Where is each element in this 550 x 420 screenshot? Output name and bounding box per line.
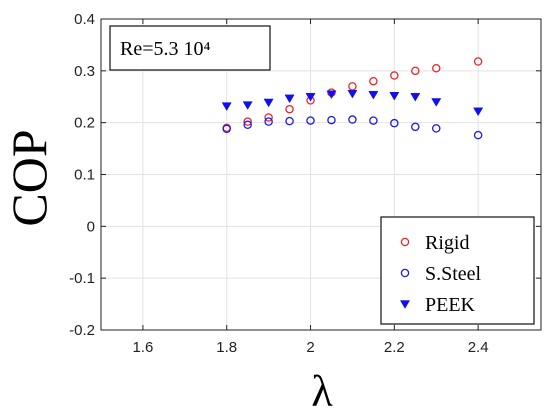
legend: Rigid S.Steel PEEK <box>380 216 535 325</box>
rigid-point <box>369 76 378 86</box>
peek-point <box>347 89 358 99</box>
s-steel-point <box>264 117 273 126</box>
s-steel-point <box>390 118 399 128</box>
legend-rigid-marker <box>400 237 410 247</box>
x-tick-label: 1.6 <box>132 339 153 356</box>
s-steel-point <box>473 130 483 140</box>
annotation-box: Re=5.3 10⁴ <box>109 25 271 71</box>
axis-ticks: 1.6 1.8 2 2.2 2.4 -0.2 -0.1 0 0.1 0.2 0.3 0.4 <box>69 11 541 356</box>
peek-point <box>389 92 400 101</box>
s-steel-point <box>348 115 357 124</box>
s-steel-point <box>306 116 315 125</box>
rigid-point <box>431 63 441 73</box>
peek-point <box>473 107 484 117</box>
peek-point <box>431 98 442 107</box>
peek-point <box>305 93 316 102</box>
y-tick-label: 0.2 <box>74 115 95 132</box>
rigid-point <box>243 117 252 126</box>
peek-point <box>368 90 379 100</box>
y-tick-label: 0.4 <box>74 11 95 28</box>
rigid-point <box>411 66 420 76</box>
peek-point <box>410 93 421 102</box>
peek-point <box>284 94 295 104</box>
y-tick-label: 0 <box>87 218 95 235</box>
peek-point <box>221 102 232 111</box>
rigid-point <box>285 104 294 114</box>
s-steel-point <box>222 124 231 134</box>
data-points <box>221 57 484 140</box>
s-steel-point <box>411 122 420 132</box>
s-steel-point <box>431 124 441 133</box>
peek-point <box>263 98 274 108</box>
y-tick-label: 0.3 <box>74 63 95 80</box>
rigid-point <box>390 71 399 80</box>
legend-peek-marker <box>399 300 411 309</box>
s-steel-point <box>369 116 378 125</box>
legend-s-steel-label: S.Steel <box>425 263 482 285</box>
y-tick-label: -0.2 <box>69 322 95 339</box>
x-tick-label: 2 <box>306 339 314 356</box>
rigid-point <box>264 113 273 122</box>
x-tick-label: 2.4 <box>468 339 489 356</box>
legend-rigid-label: Rigid <box>425 232 469 254</box>
peek-point <box>242 101 253 110</box>
y-tick-label: -0.1 <box>69 270 95 287</box>
x-axis-label: λ <box>311 367 333 416</box>
s-steel-point <box>285 116 294 126</box>
legend-s-steel-marker <box>400 268 410 278</box>
rigid-point <box>473 57 483 66</box>
annotation-text: Re=5.3 10⁴ <box>120 38 210 60</box>
peek-point <box>326 90 337 100</box>
s-steel-point <box>243 120 252 129</box>
legend-peek-label: PEEK <box>425 294 476 316</box>
x-tick-label: 2.2 <box>384 339 405 356</box>
rigid-point <box>348 82 357 91</box>
x-tick-label: 1.8 <box>216 339 237 356</box>
y-axis-label: COP <box>1 129 57 226</box>
s-steel-point <box>327 115 336 125</box>
y-tick-label: 0.1 <box>74 167 95 184</box>
